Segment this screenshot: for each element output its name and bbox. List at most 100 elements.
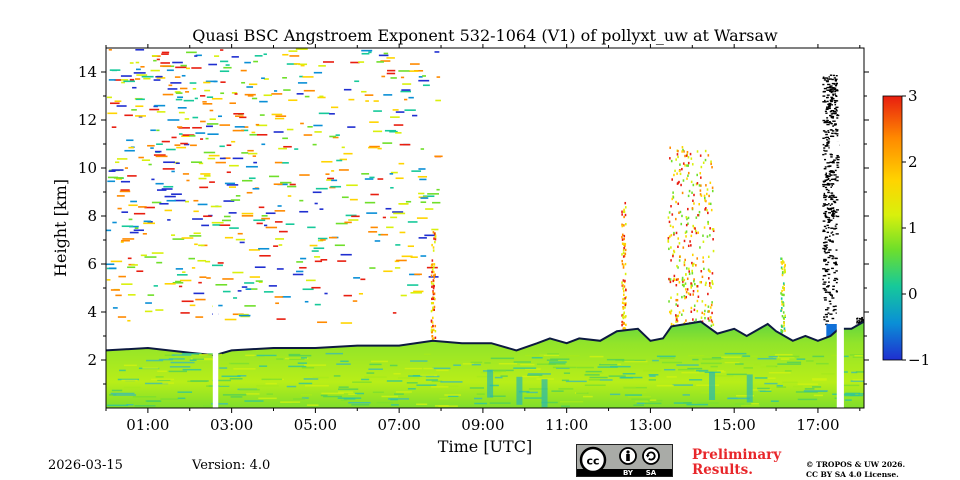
plume-pixel: [671, 178, 673, 181]
plume-pixel: [621, 301, 624, 304]
cloud-pixel: [833, 83, 836, 85]
cloud-pixel: [828, 78, 832, 80]
noise-pixel: [181, 135, 190, 137]
plume-pixel: [670, 205, 672, 208]
boundary-layer-streak: [393, 373, 401, 375]
boundary-layer-streak: [211, 403, 228, 405]
noise-pixel: [200, 138, 204, 140]
noise-pixel: [255, 280, 263, 282]
plume-pixel: [670, 322, 673, 326]
cloud-pixel: [823, 281, 827, 283]
noise-pixel: [361, 90, 367, 93]
noise-pixel: [386, 57, 395, 59]
boundary-layer-streak: [550, 358, 570, 360]
noise-pixel: [385, 207, 392, 210]
plume-pixel: [780, 292, 782, 295]
noise-pixel: [318, 65, 326, 67]
cloud-pixel: [831, 115, 835, 118]
noise-pixel: [211, 221, 224, 224]
noise-pixel: [314, 202, 318, 205]
cloud-pixel: [861, 318, 863, 321]
plume-pixel: [781, 329, 784, 333]
plume-pixel: [670, 259, 672, 262]
noise-pixel: [126, 139, 134, 142]
noise-pixel: [278, 244, 283, 246]
noise-pixel: [249, 133, 258, 136]
plume-pixel: [677, 314, 680, 317]
noise-pixel: [340, 253, 352, 256]
plume-pixel: [711, 320, 714, 324]
boundary-layer-streak: [687, 367, 703, 370]
noise-pixel: [369, 176, 375, 179]
plume-pixel: [678, 180, 680, 184]
cloud-pixel: [856, 317, 859, 320]
boundary-layer-streak: [844, 399, 852, 401]
noise-pixel: [235, 238, 246, 241]
cloud-pixel: [826, 224, 829, 227]
noise-pixel: [384, 129, 397, 132]
boundary-layer-streak: [425, 379, 438, 381]
plume-pixel: [781, 267, 784, 271]
noise-pixel: [389, 130, 398, 133]
plume-pixel: [674, 169, 676, 173]
boundary-layer-streak: [489, 384, 499, 387]
boundary-layer-streak: [142, 367, 159, 369]
noise-pixel: [258, 206, 265, 209]
noise-pixel: [252, 155, 257, 157]
noise-pixel: [191, 67, 202, 69]
boundary-layer-streak: [352, 381, 372, 383]
boundary-layer-streak: [673, 402, 692, 404]
noise-pixel: [166, 148, 176, 151]
noise-pixel: [174, 144, 181, 146]
cloud-pixel: [826, 143, 829, 145]
cloud-pixel: [825, 259, 827, 262]
plume-pixel: [692, 264, 694, 267]
sa-share-alike-icon: [642, 447, 660, 465]
plume-pixel: [670, 234, 673, 237]
cloud-pixel: [824, 241, 828, 243]
noise-pixel: [147, 294, 155, 296]
boundary-layer-streak: [858, 393, 864, 395]
plume-pixel: [704, 158, 707, 162]
boundary-layer-streak: [631, 398, 651, 401]
cloud-pixel: [831, 207, 835, 209]
noise-pixel: [282, 53, 289, 56]
noise-pixel: [312, 191, 322, 194]
boundary-layer-streak: [561, 405, 570, 407]
boundary-layer-streak: [212, 379, 231, 382]
plume-pixel: [624, 279, 626, 283]
noise-pixel: [231, 56, 239, 58]
plume-pixel: [781, 262, 783, 265]
boundary-layer-streak: [576, 392, 589, 394]
cloud-pixel: [825, 133, 828, 136]
cloud-pixel: [836, 117, 839, 119]
cloud-pixel: [828, 203, 830, 205]
cc-by-sa-license-badge: cc BY SA: [576, 444, 673, 477]
noise-pixel: [254, 55, 263, 57]
noise-pixel: [274, 296, 284, 298]
noise-pixel: [230, 199, 241, 201]
cloud-pixel: [828, 212, 832, 214]
noise-pixel: [329, 135, 337, 138]
cloud-pixel: [823, 149, 825, 152]
boundary-layer-streak: [265, 382, 277, 385]
noise-pixel: [317, 237, 328, 240]
noise-pixel: [299, 210, 309, 213]
noise-pixel: [143, 77, 151, 80]
noise-pixel: [223, 66, 232, 69]
plume-pixel: [708, 194, 710, 198]
copyright-line-2: CC BY SA 4.0 License.: [806, 470, 899, 479]
cloud-pixel: [826, 96, 829, 99]
noise-pixel: [112, 221, 117, 224]
cloud-pixel: [822, 183, 826, 186]
noise-pixel: [223, 200, 235, 202]
plume-pixel: [670, 246, 672, 249]
cloud-pixel: [826, 307, 830, 309]
noise-pixel: [346, 184, 358, 187]
cloud-pixel: [829, 254, 832, 257]
boundary-layer-streak: [416, 403, 428, 406]
plume-pixel: [669, 310, 671, 314]
noise-pixel: [107, 112, 118, 115]
noise-pixel: [261, 215, 268, 217]
cloud-pixel: [823, 204, 826, 207]
